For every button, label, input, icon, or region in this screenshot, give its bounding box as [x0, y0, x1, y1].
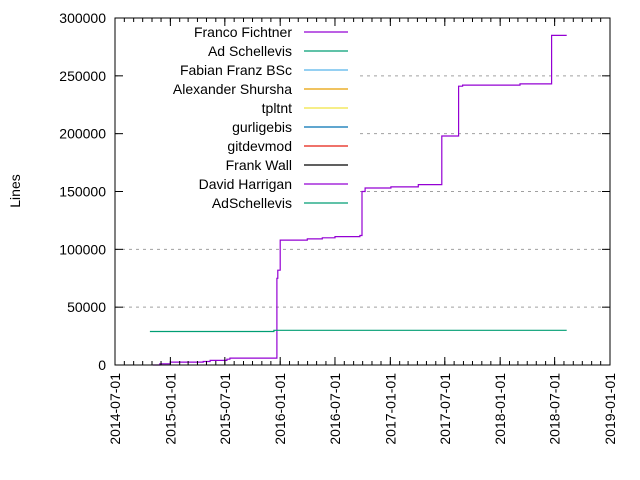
legend-label: Franco Fichtner: [194, 24, 292, 40]
x-tick-label: 2018-07-01: [547, 373, 563, 445]
legend-label: gitdevmod: [227, 138, 292, 154]
y-tick-label: 200000: [59, 126, 106, 142]
legend-label: David Harrigan: [199, 176, 292, 192]
series-line: [152, 34, 567, 366]
legend-label: Frank Wall: [226, 157, 292, 173]
y-axis-label: Lines: [7, 174, 23, 207]
x-tick-label: 2014-07-01: [107, 373, 123, 445]
legend-label: Fabian Franz BSc: [180, 62, 292, 78]
legend-label: tpltnt: [262, 100, 292, 116]
legend-background: [118, 20, 360, 212]
legend: Franco Fichtner Ad Schellevis Fabian Franz…: [118, 20, 360, 212]
y-tick-label: 0: [98, 357, 106, 373]
legend-label: AdSchellevis: [212, 195, 292, 211]
y-tick-label: 100000: [59, 241, 106, 257]
y-tick-label: 50000: [67, 299, 106, 315]
x-tick-label: 2016-07-01: [327, 373, 343, 445]
x-tick-label: 2017-01-01: [382, 373, 398, 445]
axis-ticks: 0 50000 100000 150000 200000 250000 300000 2014…: [59, 10, 618, 445]
legend-label: gurligebis: [232, 119, 292, 135]
x-tick-label: 2017-07-01: [437, 373, 453, 445]
y-tick-label: 300000: [59, 10, 106, 26]
x-tick-label: 2019-01-01: [602, 373, 618, 445]
series-lines: [149, 34, 567, 366]
x-tick-label: 2015-01-01: [162, 373, 178, 445]
series-line: [149, 329, 567, 333]
x-tick-label: 2016-01-01: [272, 373, 288, 445]
y-tick-label: 150000: [59, 184, 106, 200]
x-tick-label: 2015-07-01: [217, 373, 233, 445]
legend-label: Ad Schellevis: [208, 43, 292, 59]
y-tick-label: 250000: [59, 68, 106, 84]
x-tick-label: 2018-01-01: [492, 373, 508, 445]
legend-label: Alexander Shursha: [173, 81, 292, 97]
